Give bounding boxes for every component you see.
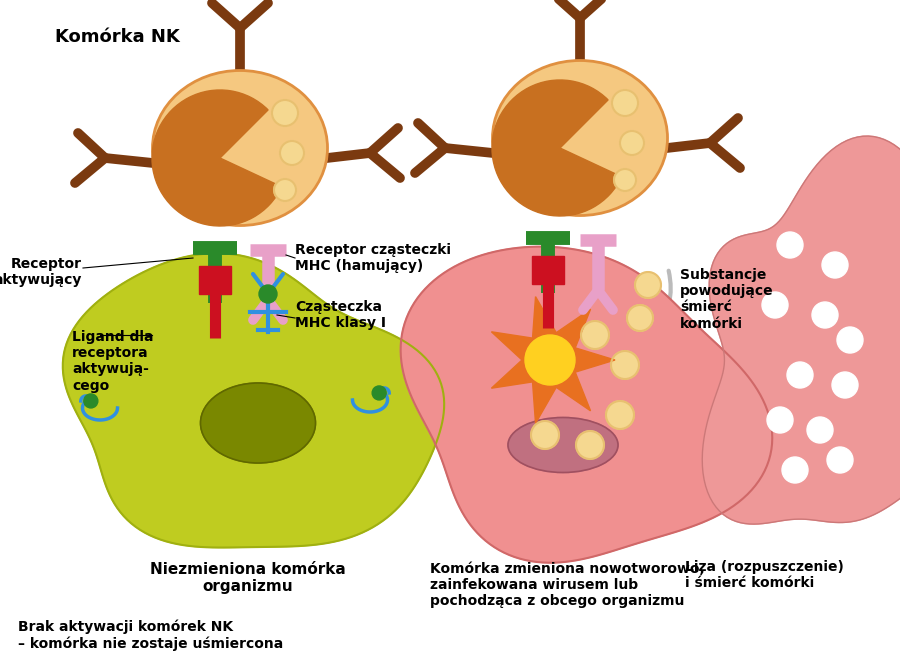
Circle shape xyxy=(777,232,803,258)
Ellipse shape xyxy=(492,60,668,216)
Circle shape xyxy=(827,447,853,473)
Wedge shape xyxy=(152,90,282,226)
Circle shape xyxy=(627,305,653,331)
Text: Receptor
aktywujący: Receptor aktywujący xyxy=(0,257,82,287)
Text: Liza (rozpuszczenie)
i śmierć komórki: Liza (rozpuszczenie) i śmierć komórki xyxy=(685,560,844,590)
Circle shape xyxy=(807,417,833,443)
Text: Cząsteczka
MHC klasy I: Cząsteczka MHC klasy I xyxy=(295,300,386,330)
Ellipse shape xyxy=(508,417,618,472)
Circle shape xyxy=(620,131,644,155)
Circle shape xyxy=(782,457,808,483)
Ellipse shape xyxy=(152,70,328,226)
Text: Ligand dla
receptora
aktywują-
cego: Ligand dla receptora aktywują- cego xyxy=(72,330,154,393)
Polygon shape xyxy=(491,297,615,423)
Circle shape xyxy=(832,372,858,398)
Text: Receptor cząsteczki
MHC (hamujący): Receptor cząsteczki MHC (hamujący) xyxy=(295,243,451,273)
Ellipse shape xyxy=(201,383,316,463)
Bar xyxy=(199,266,231,294)
Circle shape xyxy=(272,100,298,126)
Circle shape xyxy=(787,362,813,388)
Circle shape xyxy=(614,169,636,191)
Text: Brak aktywacji komórek NK
– komórka nie zostaje uśmiercona: Brak aktywacji komórek NK – komórka nie … xyxy=(18,620,284,651)
Circle shape xyxy=(837,327,863,353)
Circle shape xyxy=(274,179,296,201)
Bar xyxy=(532,256,564,284)
Circle shape xyxy=(259,285,277,303)
Circle shape xyxy=(525,335,575,385)
Polygon shape xyxy=(63,253,445,547)
Text: Komórka NK: Komórka NK xyxy=(55,28,180,46)
Polygon shape xyxy=(400,247,772,563)
Circle shape xyxy=(635,272,661,298)
Circle shape xyxy=(581,321,609,349)
Circle shape xyxy=(280,141,304,165)
Text: Komórka zmieniona nowotworowo,
zainfekowana wirusem lub
pochodząca z obcego orga: Komórka zmieniona nowotworowo, zainfekow… xyxy=(430,562,705,608)
Circle shape xyxy=(812,302,838,328)
Text: Substancje
powodujące
śmierć
komórki: Substancje powodujące śmierć komórki xyxy=(680,268,774,330)
Circle shape xyxy=(822,252,848,278)
Circle shape xyxy=(606,401,634,429)
Circle shape xyxy=(762,292,788,318)
Text: Niezmieniona komórka
organizmu: Niezmieniona komórka organizmu xyxy=(150,562,346,594)
Circle shape xyxy=(576,431,604,459)
Circle shape xyxy=(373,386,386,400)
Wedge shape xyxy=(492,80,622,216)
Circle shape xyxy=(531,421,559,449)
Circle shape xyxy=(84,394,98,408)
Circle shape xyxy=(611,351,639,379)
Circle shape xyxy=(767,407,793,433)
Polygon shape xyxy=(702,136,900,524)
FancyArrowPatch shape xyxy=(653,271,670,330)
Circle shape xyxy=(612,90,638,116)
